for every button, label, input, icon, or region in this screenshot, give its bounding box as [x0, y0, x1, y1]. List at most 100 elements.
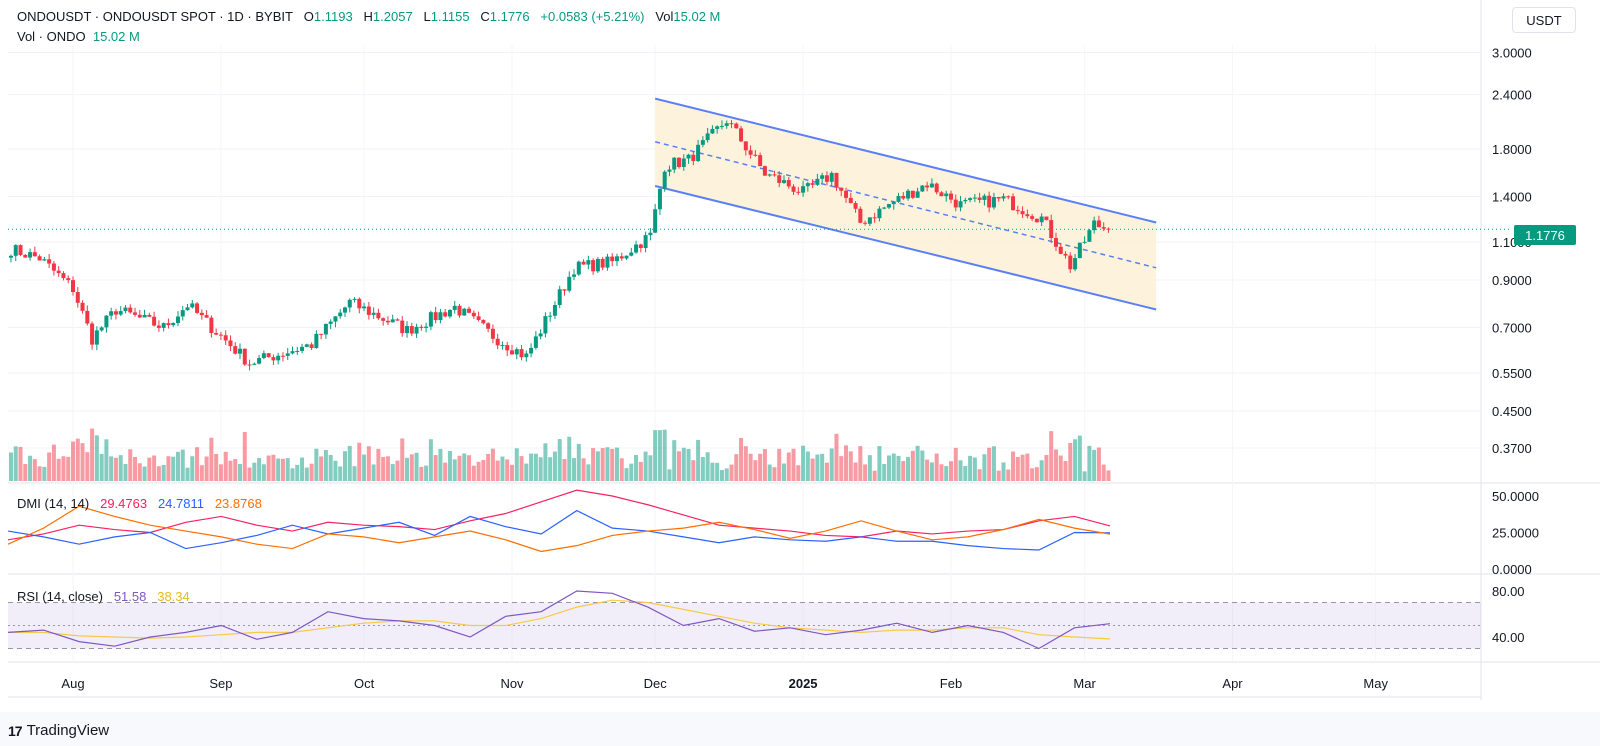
- volume-bar: [80, 443, 85, 481]
- rsi-label[interactable]: RSI (14, close): [17, 589, 103, 604]
- volume-bar: [123, 463, 128, 481]
- candle-body: [801, 186, 806, 193]
- candle-body: [882, 207, 887, 209]
- candle-body: [218, 334, 223, 336]
- candle-body: [290, 351, 295, 354]
- volume-bar: [796, 465, 801, 481]
- volume-bar: [753, 460, 758, 481]
- currency-button[interactable]: USDT: [1512, 7, 1576, 33]
- volume-bar: [953, 447, 958, 481]
- volume-bar: [266, 455, 271, 481]
- brand-logo[interactable]: 17 TradingView: [8, 722, 109, 739]
- time-tick-label: Dec: [644, 676, 668, 691]
- volume-bar: [987, 447, 992, 481]
- volume-series-label[interactable]: Vol · ONDO: [17, 29, 86, 44]
- candle-body: [896, 195, 901, 202]
- candle-body: [209, 317, 214, 334]
- volume-bar: [28, 455, 33, 481]
- candle-body: [820, 175, 825, 179]
- volume-bar: [643, 451, 648, 481]
- volume-bar: [1058, 455, 1063, 481]
- volume-bar: [653, 430, 658, 481]
- volume-bar: [929, 462, 934, 481]
- volume-bar: [552, 451, 557, 481]
- candle-body: [863, 222, 868, 224]
- volume-bar: [715, 462, 720, 481]
- candle-body: [352, 298, 357, 300]
- change-value: +0.0583 (+5.21%): [540, 9, 645, 24]
- candle-body: [433, 312, 438, 321]
- candle-body: [80, 302, 85, 311]
- volume-bar: [314, 448, 319, 481]
- candle-body: [280, 355, 285, 357]
- candle-body: [848, 197, 853, 204]
- candle-body: [906, 190, 911, 199]
- volume-bar: [991, 446, 996, 481]
- candle-body: [724, 123, 729, 126]
- candle-body: [342, 307, 347, 313]
- candle-body: [199, 312, 204, 316]
- candle-body: [543, 316, 548, 334]
- volume-bar: [968, 455, 973, 481]
- volume-bar: [996, 470, 1001, 481]
- candle-body: [257, 358, 262, 364]
- candle-body: [987, 195, 992, 208]
- candle-body: [610, 256, 615, 262]
- footer-bar: [0, 712, 1600, 746]
- candle-body: [171, 323, 176, 326]
- volume-bar: [180, 449, 185, 481]
- candle-body: [753, 154, 758, 156]
- volume-bar: [94, 435, 99, 481]
- candle-body: [662, 171, 667, 189]
- rsi-ma-line: [8, 599, 1111, 640]
- candle-body: [872, 217, 877, 219]
- candle-body: [438, 312, 443, 321]
- volume-bar: [767, 464, 772, 481]
- candle-body: [362, 306, 367, 309]
- volume-bar: [634, 455, 639, 481]
- volume-bar: [925, 459, 930, 481]
- volume-bar: [209, 437, 214, 481]
- volume-bar: [681, 447, 686, 481]
- volume-bar: [1082, 471, 1087, 481]
- volume-bar: [214, 453, 219, 481]
- candle-body: [686, 154, 691, 159]
- candle-body: [252, 363, 257, 365]
- candle-body: [51, 263, 56, 271]
- volume-bar: [877, 446, 882, 481]
- volume-bar: [734, 454, 739, 481]
- price-tick-label: 1.4000: [1492, 189, 1532, 204]
- dmi-plus-line: [7, 489, 1111, 541]
- candle-body: [118, 311, 123, 315]
- candle-body: [204, 315, 209, 318]
- volume-bar: [867, 455, 872, 481]
- candle-body: [13, 245, 18, 256]
- volume-bar: [548, 457, 553, 481]
- volume-bar: [1001, 462, 1006, 481]
- dmi-label[interactable]: DMI (14, 14): [17, 496, 90, 511]
- candle-body: [94, 330, 99, 345]
- candle-body: [657, 188, 662, 210]
- candle-body: [481, 319, 486, 324]
- open-label: O: [303, 9, 314, 24]
- volume-bar: [137, 463, 142, 481]
- volume-bar: [113, 457, 118, 481]
- volume-bar: [385, 456, 390, 481]
- candle-body: [748, 150, 753, 155]
- candle-body: [147, 314, 152, 317]
- symbol-title[interactable]: ONDOUSDT · ONDOUSDT SPOT · 1D · BYBIT: [17, 9, 293, 24]
- candle-body: [925, 185, 930, 188]
- candle-body: [1011, 196, 1016, 211]
- candle-body: [223, 335, 228, 341]
- candle-body: [462, 308, 467, 316]
- candle-body: [533, 336, 538, 348]
- candle-body: [228, 340, 233, 347]
- candle-body: [805, 183, 810, 187]
- candle-body: [238, 348, 243, 354]
- volume-bar: [395, 460, 400, 481]
- volume-bar: [700, 457, 705, 481]
- volume-bar: [786, 452, 791, 481]
- volume-bar: [447, 451, 452, 481]
- candle-body: [853, 203, 858, 209]
